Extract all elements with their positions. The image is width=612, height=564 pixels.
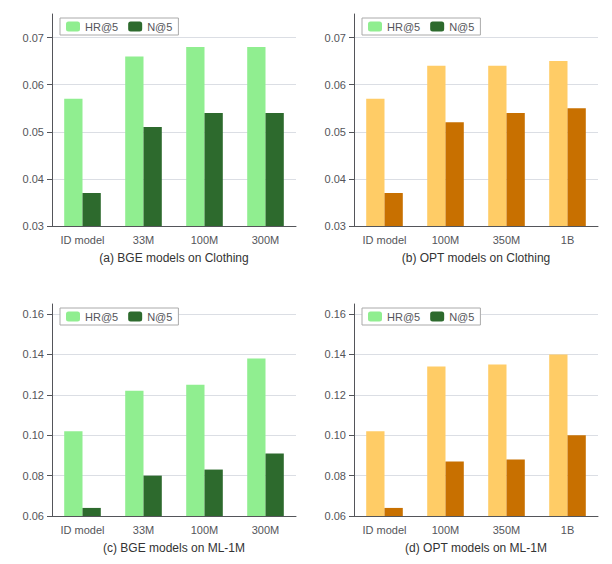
svg-text:0.05: 0.05 [325,126,346,138]
svg-text:N@5: N@5 [449,311,474,323]
svg-text:100M: 100M [432,234,460,246]
svg-text:300M: 300M [252,234,280,246]
svg-text:33M: 33M [133,524,154,536]
svg-text:ID model: ID model [60,234,104,246]
svg-text:N@5: N@5 [147,311,172,323]
svg-text:33M: 33M [133,234,154,246]
svg-text:(b) OPT models on Clothing: (b) OPT models on Clothing [402,251,551,265]
svg-text:1B: 1B [561,524,574,536]
svg-text:0.12: 0.12 [325,389,346,401]
svg-text:ID model: ID model [362,234,406,246]
svg-text:0.12: 0.12 [23,389,44,401]
svg-text:N@5: N@5 [147,21,172,33]
svg-text:0.16: 0.16 [325,308,346,320]
svg-text:HR@5: HR@5 [387,311,420,323]
svg-text:0.14: 0.14 [23,348,44,360]
svg-text:0.08: 0.08 [23,470,44,482]
svg-text:0.07: 0.07 [23,32,44,44]
svg-text:100M: 100M [191,524,219,536]
svg-text:0.14: 0.14 [325,348,346,360]
svg-text:0.03: 0.03 [23,220,44,232]
svg-text:0.16: 0.16 [23,308,44,320]
svg-text:300M: 300M [252,524,280,536]
svg-text:0.03: 0.03 [325,220,346,232]
svg-text:(c) BGE models on ML-1M: (c) BGE models on ML-1M [103,541,245,555]
svg-text:0.06: 0.06 [325,79,346,91]
svg-text:0.05: 0.05 [23,126,44,138]
svg-text:0.06: 0.06 [23,510,44,522]
svg-text:(d) OPT models on ML-1M: (d) OPT models on ML-1M [405,541,547,555]
svg-text:0.04: 0.04 [23,173,44,185]
svg-text:0.06: 0.06 [325,510,346,522]
svg-text:350M: 350M [493,524,521,536]
svg-text:ID model: ID model [362,524,406,536]
svg-text:HR@5: HR@5 [387,21,420,33]
svg-text:1B: 1B [561,234,574,246]
svg-text:ID model: ID model [60,524,104,536]
svg-text:0.04: 0.04 [325,173,346,185]
svg-text:0.07: 0.07 [325,32,346,44]
svg-text:0.10: 0.10 [325,429,346,441]
svg-text:HR@5: HR@5 [85,311,118,323]
svg-text:N@5: N@5 [449,21,474,33]
svg-text:350M: 350M [493,234,521,246]
svg-text:HR@5: HR@5 [85,21,118,33]
svg-text:100M: 100M [432,524,460,536]
svg-text:0.10: 0.10 [23,429,44,441]
svg-text:100M: 100M [191,234,219,246]
svg-text:(a) BGE models on Clothing: (a) BGE models on Clothing [99,251,248,265]
svg-text:0.06: 0.06 [23,79,44,91]
svg-text:0.08: 0.08 [325,470,346,482]
